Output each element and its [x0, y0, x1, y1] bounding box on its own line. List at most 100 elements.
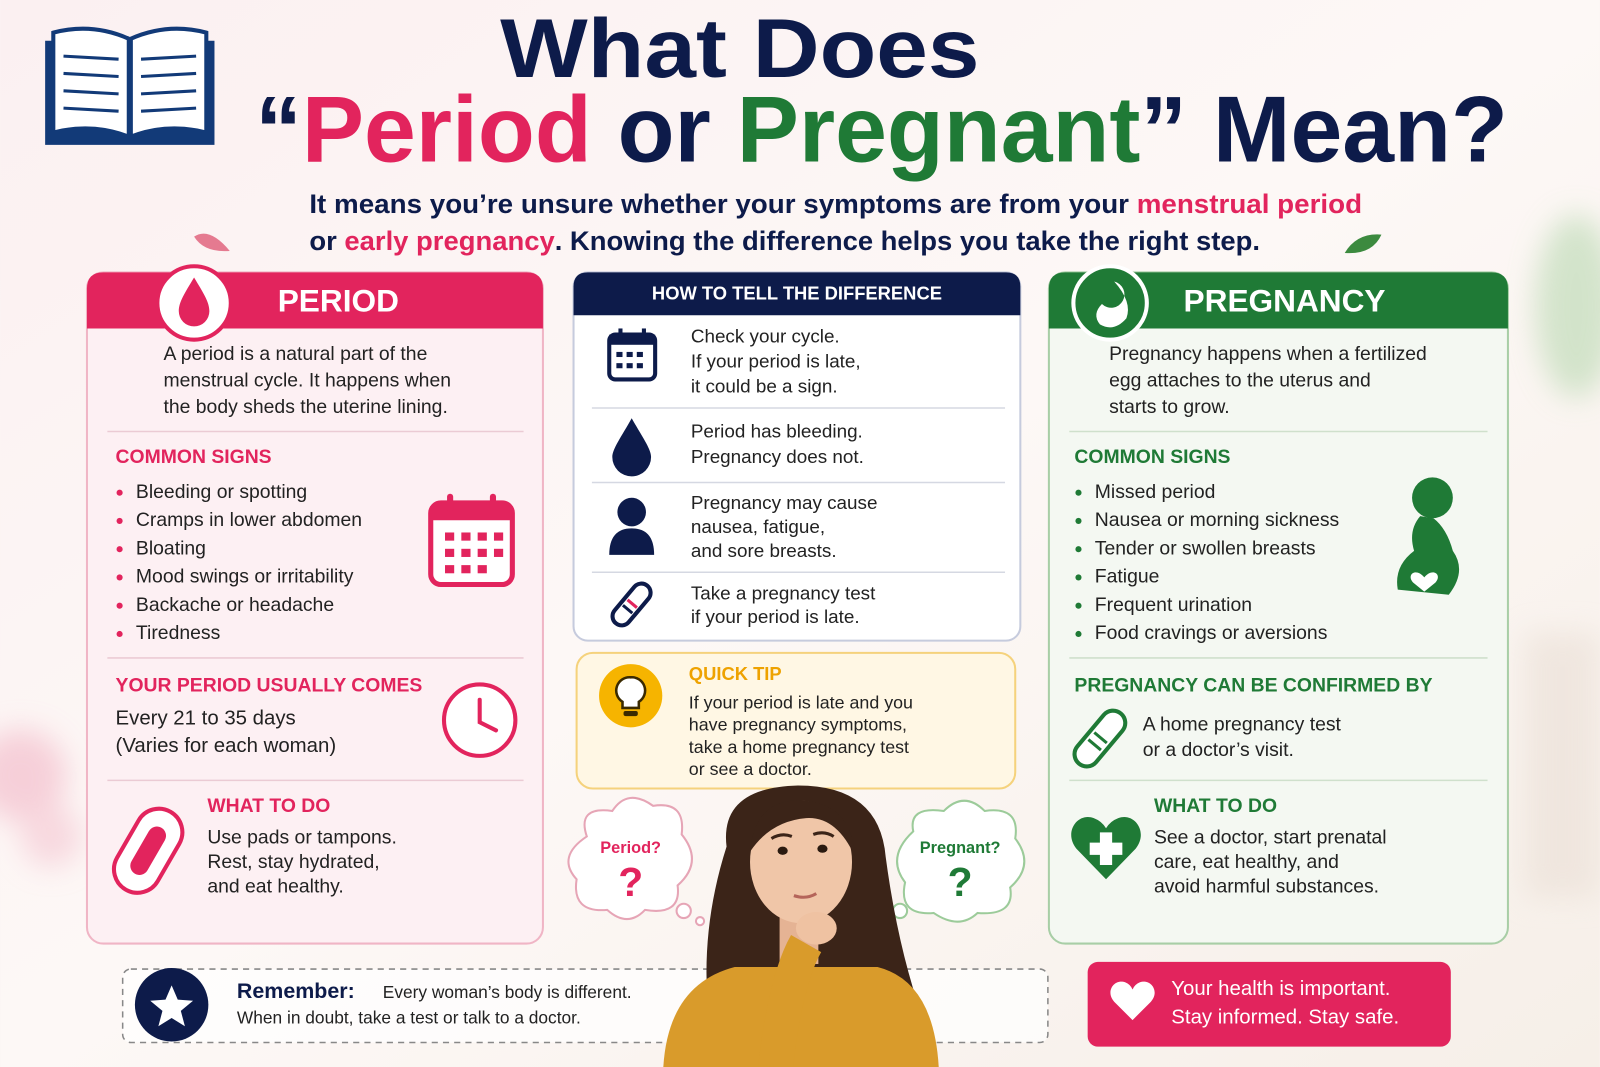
panel-description: Pregnancy happens when a fertilized: [1109, 343, 1427, 365]
sign-item: Tender or swollen breasts: [1095, 537, 1316, 559]
sign-item: Fatigue: [1095, 566, 1160, 588]
subtitle-highlight: menstrual period: [1137, 189, 1362, 219]
bubble-text: Pregnant?: [920, 839, 1001, 857]
difference-line: If your period is late,: [691, 351, 861, 372]
panel-description: starts to grow.: [1109, 396, 1230, 418]
bullet: [1075, 546, 1082, 553]
panel-description: the body sheds the uterine lining.: [163, 396, 447, 418]
remember-text: When in doubt, take a test or talk to a …: [237, 1008, 581, 1028]
difference-line: Period has bleeding.: [691, 420, 863, 441]
book-icon: [45, 26, 215, 145]
heart-icon: [1071, 816, 1141, 880]
section-heading: WHAT TO DO: [207, 795, 330, 817]
bullet: [116, 602, 123, 609]
difference-line: Take a pregnancy test: [691, 583, 876, 604]
cycle-line: (Varies for each woman): [116, 735, 337, 757]
tip-line: If your period is late and you: [689, 693, 913, 713]
title-part: or: [618, 76, 711, 181]
panel-description: menstrual cycle. It happens when: [163, 370, 451, 392]
sign-item: Missed period: [1095, 481, 1216, 503]
title-part: Mean?: [1213, 76, 1508, 181]
woman-illustration: [663, 785, 939, 1067]
pregnant-silhouette: [1397, 477, 1460, 595]
advice-line: avoid harmful substances.: [1154, 876, 1379, 898]
difference-panel: [572, 271, 1022, 642]
sign-item: Backache or headache: [136, 594, 334, 616]
test-icon: [610, 581, 653, 628]
difference-line: and sore breasts.: [691, 540, 837, 561]
tip-title: QUICK TIP: [689, 663, 782, 684]
clock-icon: [441, 682, 518, 758]
cycle-line: Every 21 to 35 days: [116, 708, 296, 730]
bullet: [116, 574, 123, 581]
advice-line: and eat healthy.: [207, 876, 343, 898]
panel-description: egg attaches to the uterus and: [1109, 370, 1371, 392]
bubble-mark: ?: [618, 859, 643, 905]
sign-item: Bloating: [136, 537, 206, 559]
pregnancy-panel: [1047, 264, 1509, 945]
bullet: [116, 517, 123, 525]
sign-item: Bleeding or spotting: [136, 481, 307, 503]
advice-line: care, eat healthy, and: [1154, 851, 1339, 873]
sign-item: Frequent urination: [1095, 594, 1252, 616]
section-heading: COMMON SIGNS: [116, 446, 272, 468]
advice-line: Use pads or tampons.: [207, 827, 397, 849]
bullet: [1075, 602, 1082, 609]
bullet: [1075, 489, 1082, 496]
tip-line: take a home pregnancy test: [689, 737, 909, 757]
panel-description: A period is a natural part of the: [163, 343, 427, 365]
sign-item: Nausea or morning sickness: [1095, 509, 1339, 531]
panel-title: PREGNANCY: [1184, 282, 1386, 318]
section-heading: YOUR PERIOD USUALLY COMES: [116, 675, 423, 697]
bullet: [116, 546, 123, 553]
bubble-text: Period?: [600, 839, 661, 857]
health-line: Your health is important.: [1171, 978, 1390, 1000]
background-decoration: [0, 214, 1600, 898]
health-box: [1087, 961, 1451, 1047]
drop-icon: [612, 418, 652, 477]
health-line: Stay informed. Stay safe.: [1171, 1006, 1399, 1028]
confirm-line: A home pregnancy test: [1143, 713, 1342, 735]
bullet: [1075, 630, 1082, 638]
title-part: Pregnant: [737, 76, 1141, 181]
panel-title: PERIOD: [278, 282, 399, 318]
difference-line: if your period is late.: [691, 606, 860, 627]
sign-item: Tiredness: [136, 622, 220, 644]
subtitle-text: or: [309, 226, 336, 256]
title-part: Period: [302, 76, 592, 181]
remember-text: Every woman’s body is different.: [383, 982, 632, 1002]
leaf-decoration: [194, 233, 1382, 254]
title-line-1: What Does: [500, 1, 979, 95]
sign-item: Food cravings or aversions: [1095, 622, 1328, 644]
difference-line: it could be a sign.: [691, 376, 838, 397]
period-bubble: [567, 796, 706, 927]
tip-line: have pregnancy symptoms,: [689, 715, 907, 735]
difference-line: nausea, fatigue,: [691, 516, 825, 537]
person-icon: [609, 497, 655, 555]
test-icon: [1072, 708, 1128, 769]
panel-title: HOW TO TELL THE DIFFERENCE: [652, 283, 942, 304]
difference-line: Pregnancy does not.: [691, 446, 864, 467]
calendar-icon: [428, 493, 515, 588]
difference-line: Pregnancy may cause: [691, 492, 878, 513]
pregnant-bubble: [880, 799, 1026, 927]
bullet: [116, 630, 123, 638]
confirm-line: or a doctor’s visit.: [1143, 739, 1294, 761]
subtitle-line-2: or early pregnancy. Knowing the differen…: [309, 226, 1260, 256]
subtitle-text: . Knowing the difference helps you take …: [555, 226, 1260, 256]
section-heading: COMMON SIGNS: [1074, 446, 1230, 468]
remember-label: Remember:: [237, 979, 355, 1003]
title-part: ”: [1140, 76, 1187, 181]
title-part: “: [255, 76, 302, 181]
bullet: [1075, 574, 1082, 581]
section-heading: PREGNANCY CAN BE CONFIRMED BY: [1074, 675, 1432, 697]
difference-line: Check your cycle.: [691, 326, 840, 347]
bubble-mark: ?: [948, 859, 973, 905]
subtitle-line-1: It means you’re unsure whether your symp…: [309, 189, 1362, 219]
bullet: [116, 489, 123, 496]
period-panel: [85, 264, 544, 945]
subtitle-text: It means you’re unsure whether your symp…: [309, 189, 1129, 219]
pad-icon: [111, 806, 185, 895]
